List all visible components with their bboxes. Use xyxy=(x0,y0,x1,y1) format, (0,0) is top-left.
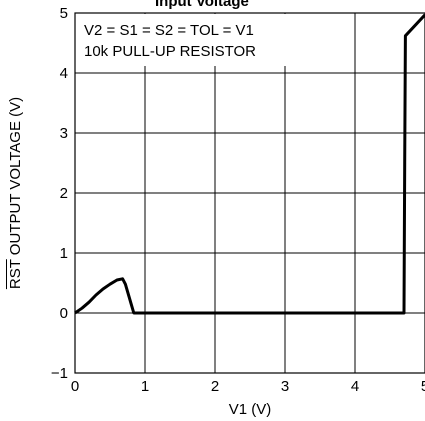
x-tick-label: 1 xyxy=(141,378,149,395)
x-axis-label: V1 (V) xyxy=(229,401,272,418)
chart-title-fragment: Input Voltage xyxy=(155,0,249,10)
gridlines xyxy=(75,13,425,373)
y-tick-label: 0 xyxy=(60,305,68,322)
y-tick-label: 3 xyxy=(60,125,68,142)
x-tick-label: 3 xyxy=(281,378,289,395)
x-tick-label: 4 xyxy=(351,378,359,395)
y-tick-label: 1 xyxy=(60,245,68,262)
x-tick-label: 0 xyxy=(71,378,79,395)
annotation-line-2: 10k PULL-UP RESISTOR xyxy=(84,43,256,60)
annotation-line-1: V2 = S1 = S2 = TOL = V1 xyxy=(84,22,254,39)
y-tick-label: 4 xyxy=(60,65,68,82)
y-tick-label: 5 xyxy=(60,5,68,22)
plot-frame xyxy=(74,12,425,374)
y-axis-label-rest: OUTPUT VOLTAGE (V) xyxy=(7,97,24,260)
x-tick-label: 2 xyxy=(211,378,219,395)
y-tick-label: −1 xyxy=(51,365,68,382)
annotation-box xyxy=(76,14,291,66)
x-tick-label: 5 xyxy=(421,378,425,395)
y-tick-label: 2 xyxy=(60,185,68,202)
svg-text:RST OUTPUT VOLTAGE (V): RST OUTPUT VOLTAGE (V) xyxy=(7,97,24,289)
y-axis-label: RST OUTPUT VOLTAGE (V) xyxy=(6,97,24,290)
y-axis-label-overbar: RST xyxy=(7,259,24,289)
series-line xyxy=(74,13,425,315)
